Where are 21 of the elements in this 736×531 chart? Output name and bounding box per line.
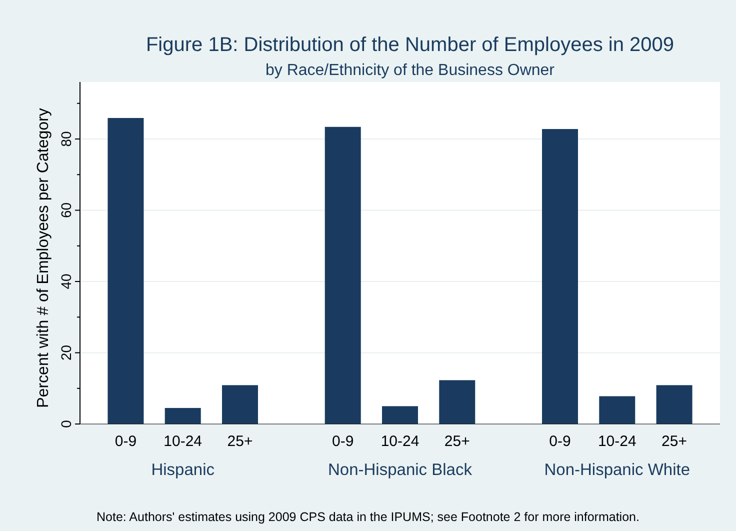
y-tick-label: 0 bbox=[58, 420, 74, 428]
x-tick-label: 0-9 bbox=[332, 433, 354, 450]
text: Non-Hispanic White bbox=[544, 461, 690, 479]
text: Non-Hispanic Black bbox=[328, 461, 473, 479]
y-tick-label: 80 bbox=[58, 131, 74, 147]
x-tick-label: 10-24 bbox=[164, 433, 202, 450]
text: Hispanic bbox=[151, 461, 214, 479]
text: Note: Authors' estimates using 2009 CPS data in the IPUMS; see Footnote 2 for more information. bbox=[96, 510, 640, 524]
x-tick-label: 25+ bbox=[662, 433, 688, 450]
x-tick-label: 25+ bbox=[227, 433, 253, 450]
y-tick-label: 40 bbox=[58, 274, 74, 290]
x-tick-label: 0-9 bbox=[114, 433, 137, 450]
y-tick-label: 60 bbox=[58, 202, 74, 218]
x-tick-label: 10-24 bbox=[380, 433, 420, 450]
x-tick-label: 25+ bbox=[444, 433, 470, 450]
chart-subtitle: by Race/Ethnicity of the Business Owner bbox=[265, 62, 556, 79]
x-tick-label: 10-24 bbox=[598, 433, 636, 450]
x-tick-label: 0-9 bbox=[549, 433, 571, 450]
y-tick-label: 20 bbox=[58, 344, 74, 361]
chart-title: Figure 1B: Distribution of the Number of Employees in 2009 bbox=[146, 34, 674, 56]
y-axis-title: Percent with # of Employees per Category bbox=[35, 108, 52, 408]
